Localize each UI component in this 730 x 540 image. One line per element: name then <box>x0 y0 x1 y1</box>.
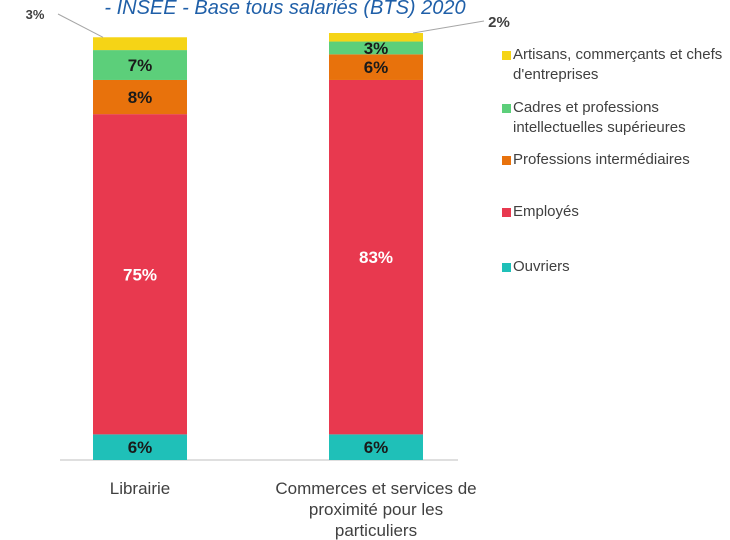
data-label: 83% <box>359 248 393 267</box>
data-label: 75% <box>123 265 157 284</box>
bar-segment <box>93 79 187 115</box>
bar-segment <box>329 33 423 42</box>
legend-swatch <box>502 208 511 217</box>
data-label: 6% <box>364 438 389 457</box>
bar-segment <box>329 41 423 55</box>
legend-label: Employés <box>513 203 579 220</box>
bar-segment <box>329 79 423 435</box>
legend-label: Cadres et professions intellectuelles su… <box>513 99 686 136</box>
bar-segment <box>93 37 187 51</box>
bar-segment <box>93 114 187 435</box>
legend-swatch <box>502 104 511 113</box>
data-label: 7% <box>128 56 153 75</box>
bar-segment <box>93 434 187 460</box>
data-label: 3% <box>364 39 389 58</box>
bar-segment <box>329 434 423 460</box>
legend-label: Professions intermédiaires <box>513 151 690 168</box>
legend-label: Artisans, commerçants et chefs d'entrepr… <box>513 46 723 83</box>
legend-swatch <box>502 263 511 272</box>
legend-label: Ouvriers <box>513 258 570 275</box>
chart-title: - INSEE - Base tous salariés (BTS) 2020 <box>104 0 465 19</box>
leader-line <box>412 20 485 34</box>
x-tick-label: Commerces et services de proximité pour … <box>275 479 477 540</box>
bar-segment <box>329 54 423 80</box>
data-label: 2% <box>488 14 510 31</box>
bar-segment <box>93 50 187 80</box>
data-label: 6% <box>364 58 389 77</box>
data-label: 3% <box>26 7 45 22</box>
legend-swatch <box>502 156 511 165</box>
x-tick-label: Librairie <box>109 479 171 498</box>
leader-line <box>57 13 104 38</box>
legend-swatch <box>502 51 511 60</box>
data-label: 6% <box>128 438 153 457</box>
data-label: 8% <box>128 88 153 107</box>
